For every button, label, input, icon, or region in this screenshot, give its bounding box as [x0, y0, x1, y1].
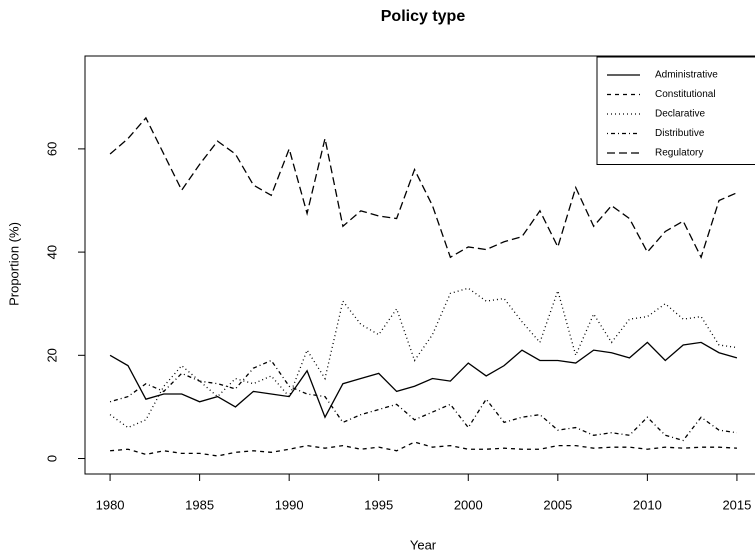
x-tick-label: 1990 [275, 497, 304, 512]
legend-label: Regulatory [655, 148, 703, 159]
x-tick-label: 2010 [633, 497, 662, 512]
series-line [109, 359, 738, 442]
series-line [109, 287, 738, 429]
series-line [110, 441, 737, 457]
y-axis-label: Proportion (%) [6, 222, 21, 306]
y-tick-label: 20 [44, 348, 59, 362]
x-axis-label: Year [410, 537, 437, 552]
series-line [109, 341, 738, 419]
x-tick-label: 2000 [454, 497, 483, 512]
x-tick-label: 1995 [364, 497, 393, 512]
y-tick-label: 0 [44, 455, 59, 462]
x-tick-label: 2015 [722, 497, 751, 512]
x-tick-label: 1985 [185, 497, 214, 512]
y-tick-label: 60 [44, 142, 59, 156]
x-tick-label: 1980 [96, 497, 125, 512]
y-tick-label: 40 [44, 245, 59, 259]
series-line [109, 116, 738, 259]
legend-label: Distributive [655, 128, 705, 139]
legend-label: Constitutional [655, 89, 716, 100]
legend-label: Declarative [655, 109, 705, 120]
x-tick-label: 2005 [543, 497, 572, 512]
chart-title: Policy type [381, 8, 466, 25]
legend-label: Administrative [655, 70, 718, 81]
